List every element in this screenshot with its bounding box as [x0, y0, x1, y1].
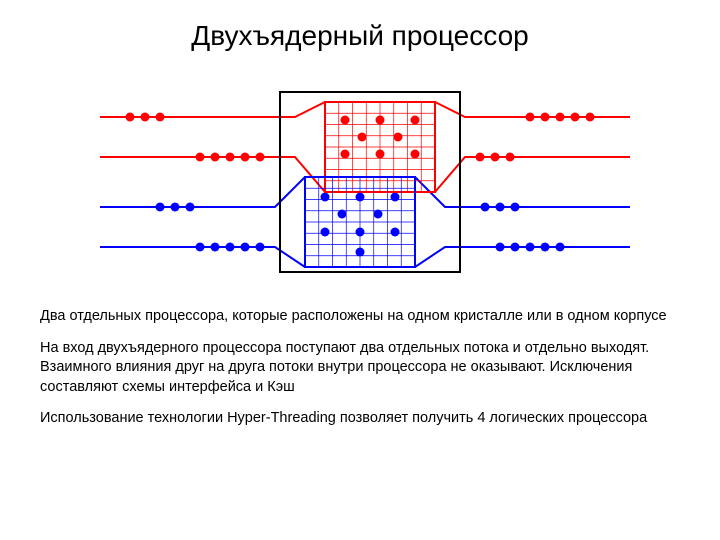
para-1: Два отдельных процессора, которые распол… — [40, 307, 680, 327]
para-3: Использование технологии Hyper-Threading… — [40, 409, 680, 429]
para-2: На вход двухъядерного процессора поступа… — [40, 339, 680, 398]
dual-core-diagram — [60, 62, 660, 292]
page-title: Двухъядерный процессор — [40, 20, 680, 52]
